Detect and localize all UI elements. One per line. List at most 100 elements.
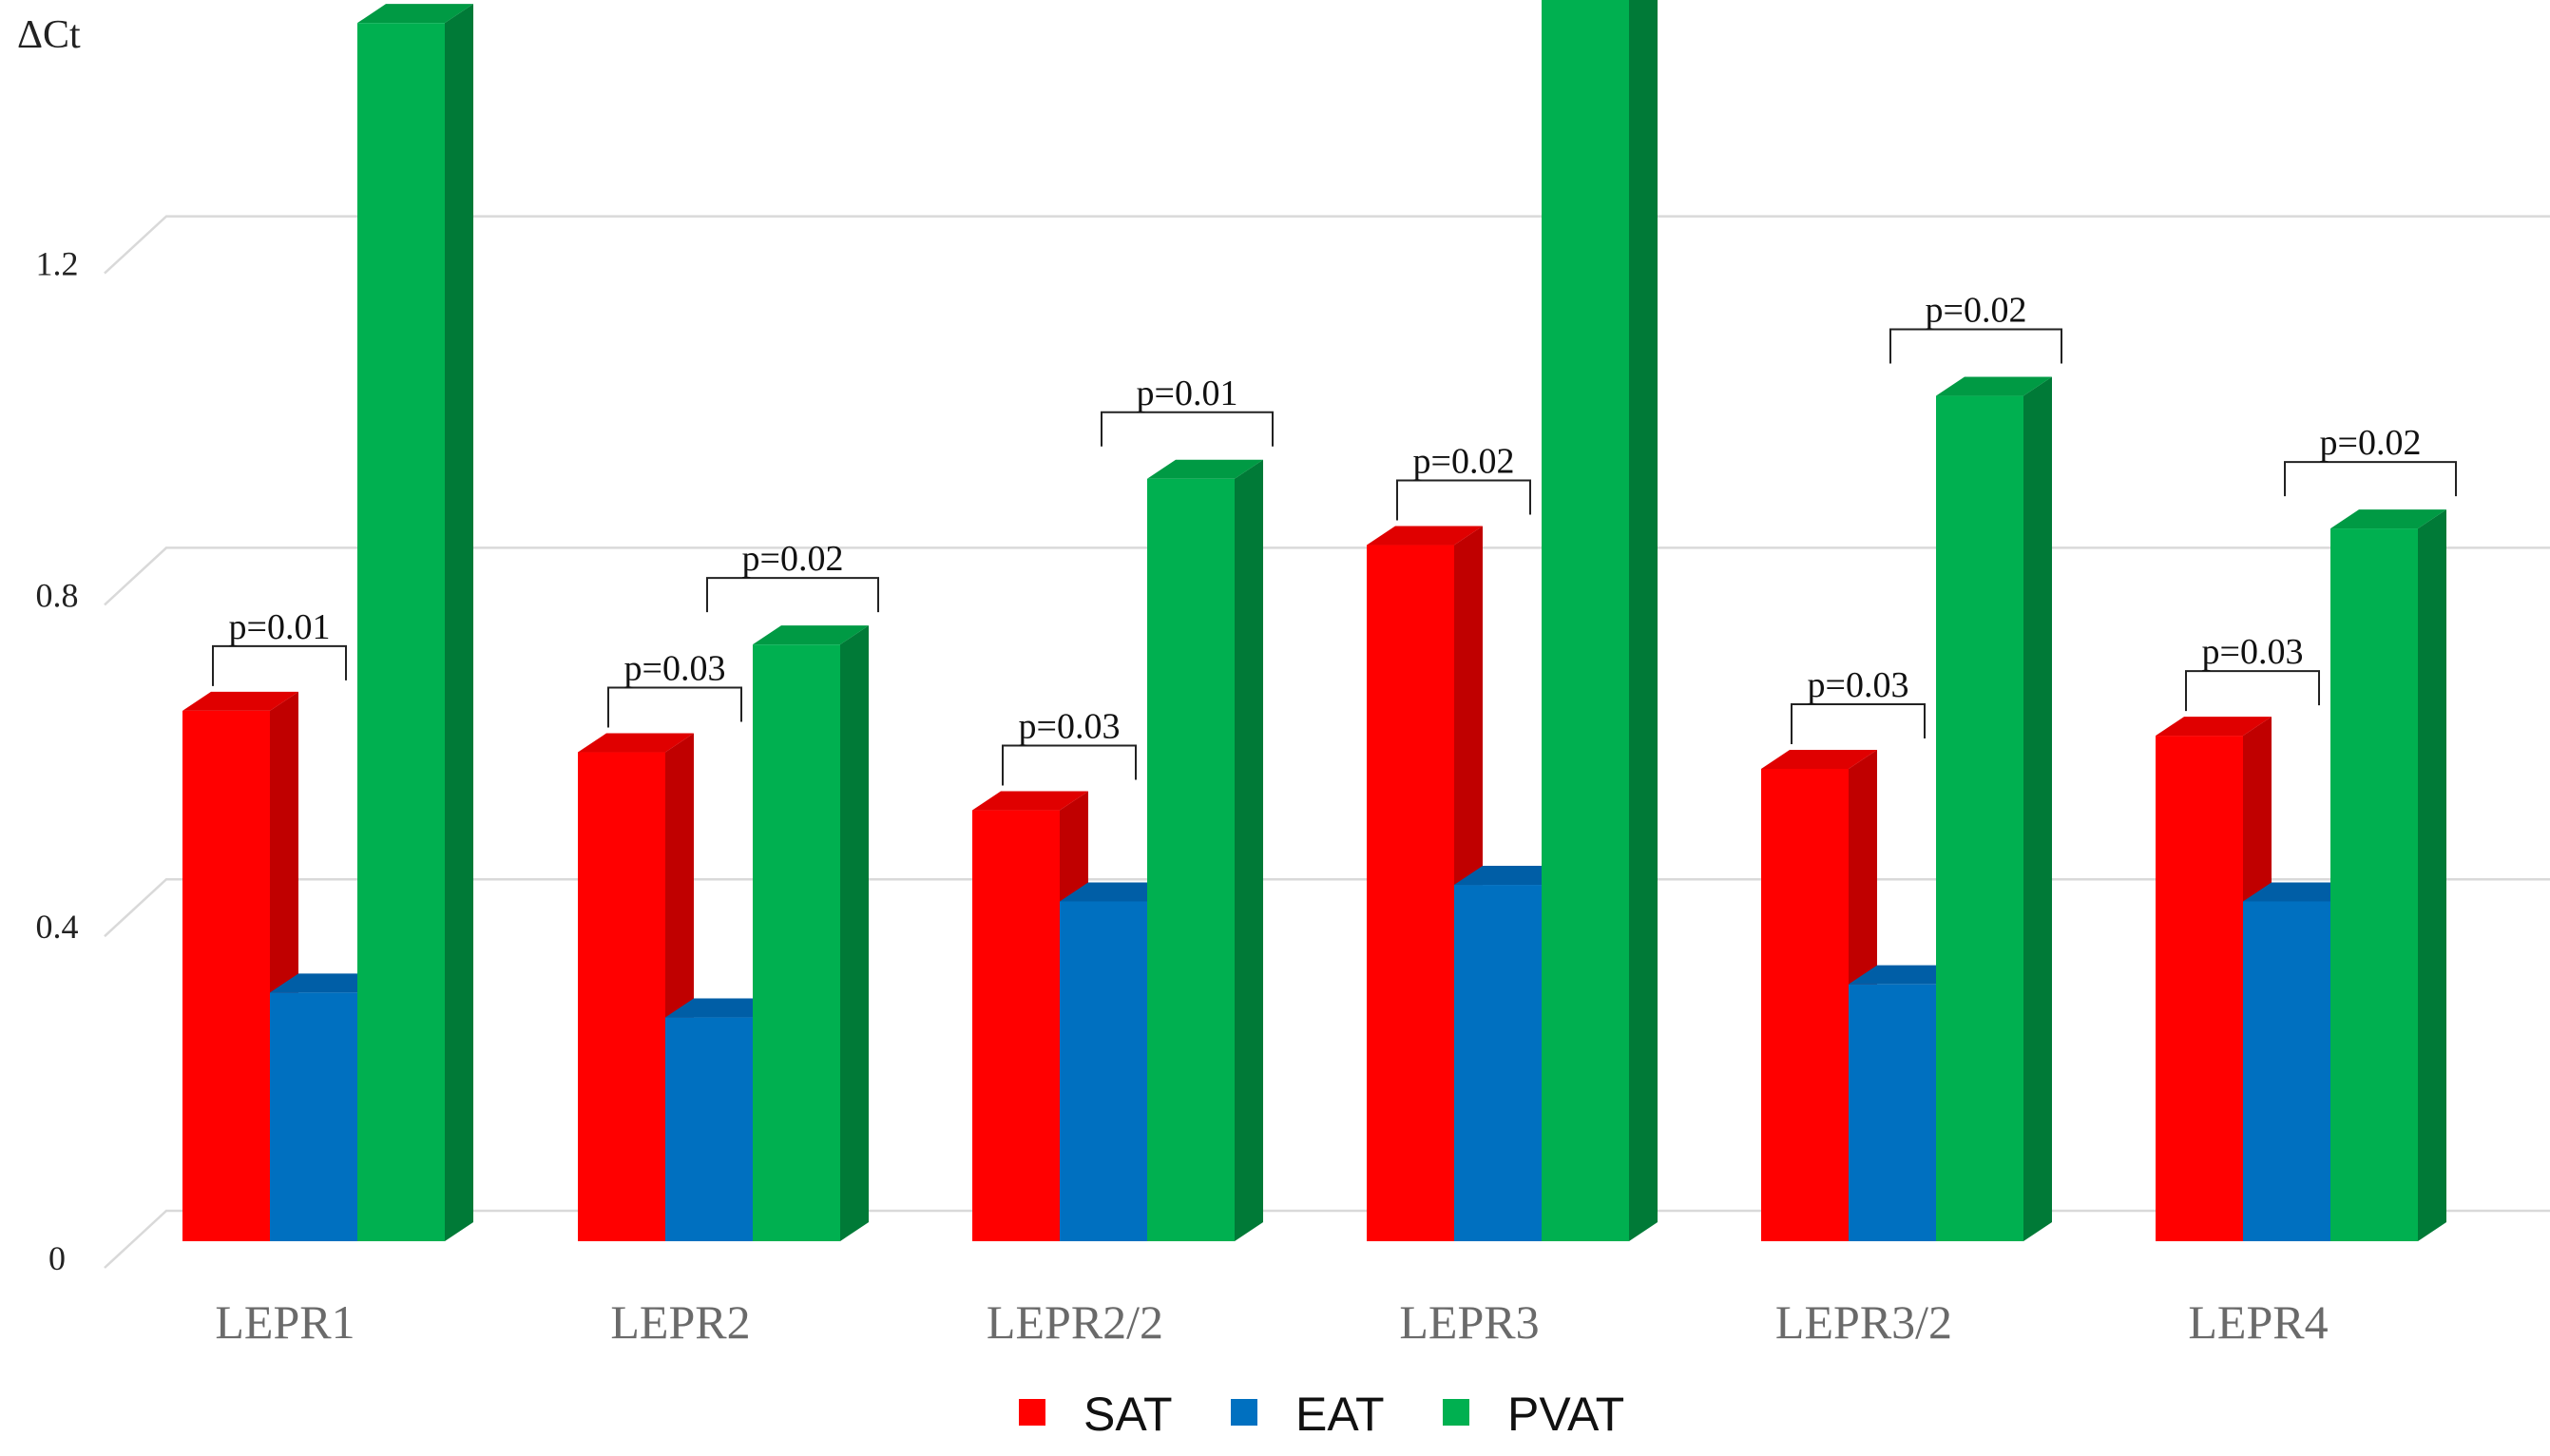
p-value-bracket <box>1791 702 1926 744</box>
y-tick-label: 1.2 <box>36 245 79 283</box>
y-tick-label: 0.4 <box>36 908 79 946</box>
p-value-annotation: p=0.01 <box>212 607 347 686</box>
bar <box>1542 0 1658 1242</box>
bar <box>1936 376 2052 1241</box>
p-value-label: p=0.03 <box>2202 632 2304 672</box>
p-value-bracket <box>706 577 879 613</box>
p-value-annotation: p=0.02 <box>1396 442 1531 521</box>
legend-swatch <box>1019 1399 1045 1426</box>
legend-label: SAT <box>1083 1388 1173 1441</box>
bar-front <box>2243 901 2330 1241</box>
bar-front <box>1454 885 1542 1241</box>
gridline <box>104 215 2550 275</box>
x-axis: LEPR1 LEPR2 LEPR2/2 LEPR3 LEPR3/2 LEPR4 <box>215 1295 2328 1349</box>
legend-label: EAT <box>1295 1388 1385 1441</box>
bar-side <box>1629 0 1658 1241</box>
legend-swatch <box>1443 1399 1469 1426</box>
category-label: LEPR2/2 <box>987 1295 1163 1349</box>
bar-front <box>2330 528 2418 1241</box>
p-value-bracket <box>607 686 742 728</box>
p-value-label: p=0.02 <box>1413 442 1515 482</box>
category-label: LEPR4 <box>2188 1295 2328 1349</box>
bar-top <box>1060 882 1176 902</box>
legend-item: SAT <box>1019 1388 1173 1441</box>
p-value-annotation: p=0.02 <box>706 539 879 613</box>
p-value-annotations: p=0.01p=0.001p=0.03p=0.02p=0.03p=0.01p=0… <box>212 291 2457 786</box>
bar-front <box>665 1017 753 1241</box>
bar-side <box>1235 459 1263 1241</box>
bar-front <box>357 23 445 1241</box>
bar-front <box>2156 736 2243 1241</box>
bar-side <box>2023 376 2052 1241</box>
legend-swatch <box>1231 1399 1257 1426</box>
p-value-bracket <box>212 644 347 686</box>
legend: SAT EAT PVAT <box>1019 1388 1624 1441</box>
p-value-label: p=0.02 <box>2320 423 2422 463</box>
p-value-bracket <box>1101 411 1274 447</box>
bar-front <box>1849 984 1936 1241</box>
bar-top <box>1367 526 1483 546</box>
bar-top <box>753 625 869 645</box>
bar-front <box>1936 395 2023 1241</box>
p-value-bracket <box>1889 328 2062 364</box>
gridline <box>104 1209 2550 1269</box>
grid-layer <box>104 215 2550 1269</box>
bar-side <box>445 4 473 1241</box>
bar <box>1147 459 1263 1241</box>
bar-front <box>1147 478 1235 1241</box>
gridline <box>104 546 2550 606</box>
bar-side <box>840 625 869 1241</box>
category-label: LEPR2 <box>610 1295 750 1349</box>
y-tick-label: 0.8 <box>36 576 79 614</box>
p-value-annotation: p=0.03 <box>607 649 742 728</box>
bar <box>2156 717 2272 1241</box>
bar <box>357 4 473 1241</box>
bar-top <box>2330 509 2446 529</box>
p-value-label: p=0.01 <box>229 607 331 647</box>
gridline <box>104 877 2550 938</box>
bar-front <box>1761 768 1849 1241</box>
category-label: LEPR1 <box>215 1295 355 1349</box>
bar-side <box>2418 509 2446 1241</box>
y-tick-label: 0 <box>48 1239 66 1277</box>
p-value-bracket <box>1396 479 1531 521</box>
bar-top <box>182 691 298 711</box>
bar-top <box>1936 376 2052 396</box>
p-value-bracket <box>1002 744 1137 786</box>
bar <box>753 625 869 1241</box>
bar-top <box>578 733 694 753</box>
p-value-annotation: p=0.02 <box>2284 423 2457 497</box>
category-label: LEPR3 <box>1399 1295 1539 1349</box>
bar-top <box>270 973 386 993</box>
p-value-label: p=0.02 <box>742 539 844 579</box>
bar-top <box>2156 717 2272 737</box>
bar-front <box>182 710 270 1241</box>
y-axis-label: ΔCt <box>17 13 81 57</box>
bar-top <box>1761 749 1877 769</box>
p-value-annotation: p=0.02 <box>1889 291 2062 364</box>
p-value-label: p=0.03 <box>1808 665 1909 705</box>
bars <box>182 0 2446 1242</box>
bar-top <box>1849 965 1965 985</box>
legend-item: EAT <box>1231 1388 1385 1441</box>
p-value-label: p=0.03 <box>1019 707 1121 747</box>
p-value-bracket <box>2284 461 2457 497</box>
bar-front <box>1060 901 1147 1241</box>
p-value-label: p=0.02 <box>1926 291 2027 331</box>
p-value-annotation: p=0.03 <box>2185 632 2320 712</box>
y-axis: 00.40.81.21.62.0 <box>36 245 79 1277</box>
category-label: LEPR3/2 <box>1775 1295 1952 1349</box>
bar-front <box>1367 545 1454 1241</box>
bar <box>2330 509 2446 1241</box>
bar-top <box>357 4 473 24</box>
p-value-bracket <box>2185 670 2320 712</box>
bar-top <box>1454 866 1570 886</box>
bar-front <box>1542 0 1629 1242</box>
legend-item: PVAT <box>1443 1388 1624 1441</box>
p-value-label: p=0.03 <box>624 649 726 689</box>
p-value-label: p=0.01 <box>1137 374 1238 413</box>
bar-top <box>665 998 781 1018</box>
p-value-annotation: p=0.03 <box>1791 665 1926 744</box>
p-value-annotation: p=0.01 <box>1101 374 1274 447</box>
